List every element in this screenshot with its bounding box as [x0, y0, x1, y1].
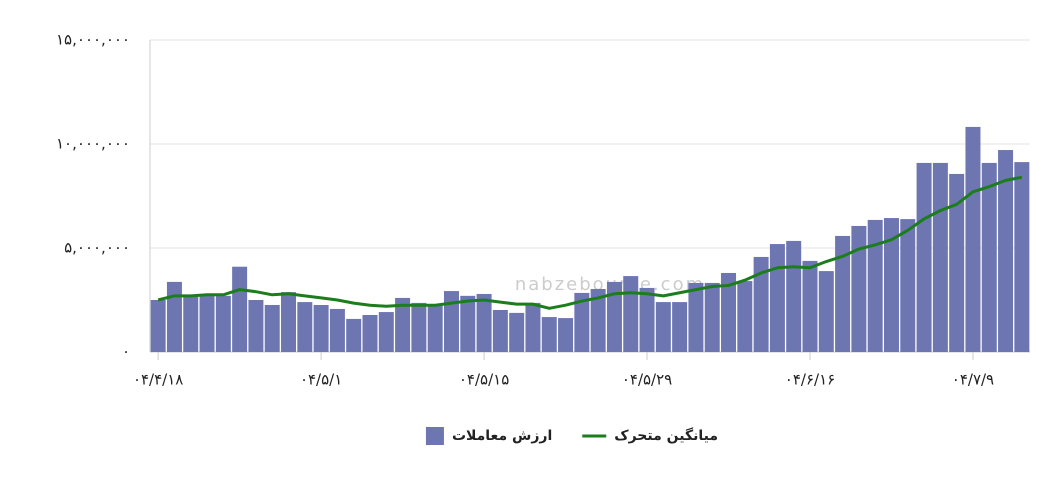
bar — [150, 300, 166, 352]
bar — [411, 302, 427, 352]
bar — [639, 287, 655, 352]
bar — [297, 302, 313, 352]
bar — [1014, 162, 1030, 352]
bar — [541, 317, 557, 352]
bar — [965, 126, 981, 352]
bar — [166, 281, 182, 352]
bar — [232, 266, 248, 352]
y-tick-label: ۰ — [122, 343, 130, 361]
bar — [688, 282, 704, 352]
bar — [883, 218, 899, 352]
bar — [476, 293, 492, 352]
bar — [248, 300, 264, 352]
bar — [492, 309, 508, 352]
bar — [199, 295, 215, 352]
bar — [443, 291, 459, 352]
bar — [590, 288, 606, 352]
bar — [525, 302, 541, 352]
bar — [998, 150, 1014, 352]
bar — [737, 281, 753, 352]
legend-swatch — [425, 427, 444, 445]
x-tick-label: ۰۴/۴/۱۸ — [133, 371, 183, 389]
bar — [802, 260, 818, 352]
x-tick-label: ۰۴/۵/۱ — [300, 371, 342, 389]
bar — [509, 312, 525, 352]
bar — [769, 244, 785, 352]
bar — [264, 304, 280, 352]
bar — [949, 173, 965, 352]
bar — [981, 162, 997, 352]
bar — [655, 302, 671, 352]
bar — [329, 308, 345, 352]
x-tick-label: ۰۴/۷/۹ — [952, 371, 994, 389]
legend-label: میانگین متحرک — [614, 427, 718, 444]
legend-label: ارزش معاملات — [452, 428, 552, 444]
bar — [427, 304, 443, 352]
bar — [183, 295, 199, 352]
bar — [704, 282, 720, 352]
bar — [900, 219, 916, 352]
bar — [378, 312, 394, 352]
bar — [721, 272, 737, 352]
bar — [281, 292, 297, 352]
bar — [916, 162, 932, 352]
y-tick-label: ۵,۰۰۰,۰۰۰ — [64, 239, 130, 257]
bar — [606, 281, 622, 352]
bar — [460, 295, 476, 352]
bar — [851, 225, 867, 352]
bar — [558, 318, 574, 352]
bar — [672, 302, 688, 352]
bar — [835, 235, 851, 352]
bar — [574, 292, 590, 352]
bar — [753, 256, 769, 352]
bar — [867, 219, 883, 352]
bar — [623, 276, 639, 352]
y-tick-label: ۱۰,۰۰۰,۰۰۰ — [56, 135, 130, 153]
bar — [395, 297, 411, 352]
bar — [932, 162, 948, 352]
y-tick-label: ۱۵,۰۰۰,۰۰۰ — [56, 31, 130, 49]
bar — [215, 295, 231, 352]
bar — [362, 314, 378, 352]
bar — [786, 240, 802, 352]
bar — [818, 271, 834, 352]
x-tick-label: ۰۴/۵/۲۹ — [622, 371, 672, 389]
x-tick-label: ۰۴/۶/۱۶ — [785, 371, 835, 389]
line — [157, 175, 1023, 310]
bar — [346, 318, 362, 352]
x-tick-label: ۰۴/۵/۱۵ — [459, 371, 509, 389]
bar — [313, 304, 329, 352]
